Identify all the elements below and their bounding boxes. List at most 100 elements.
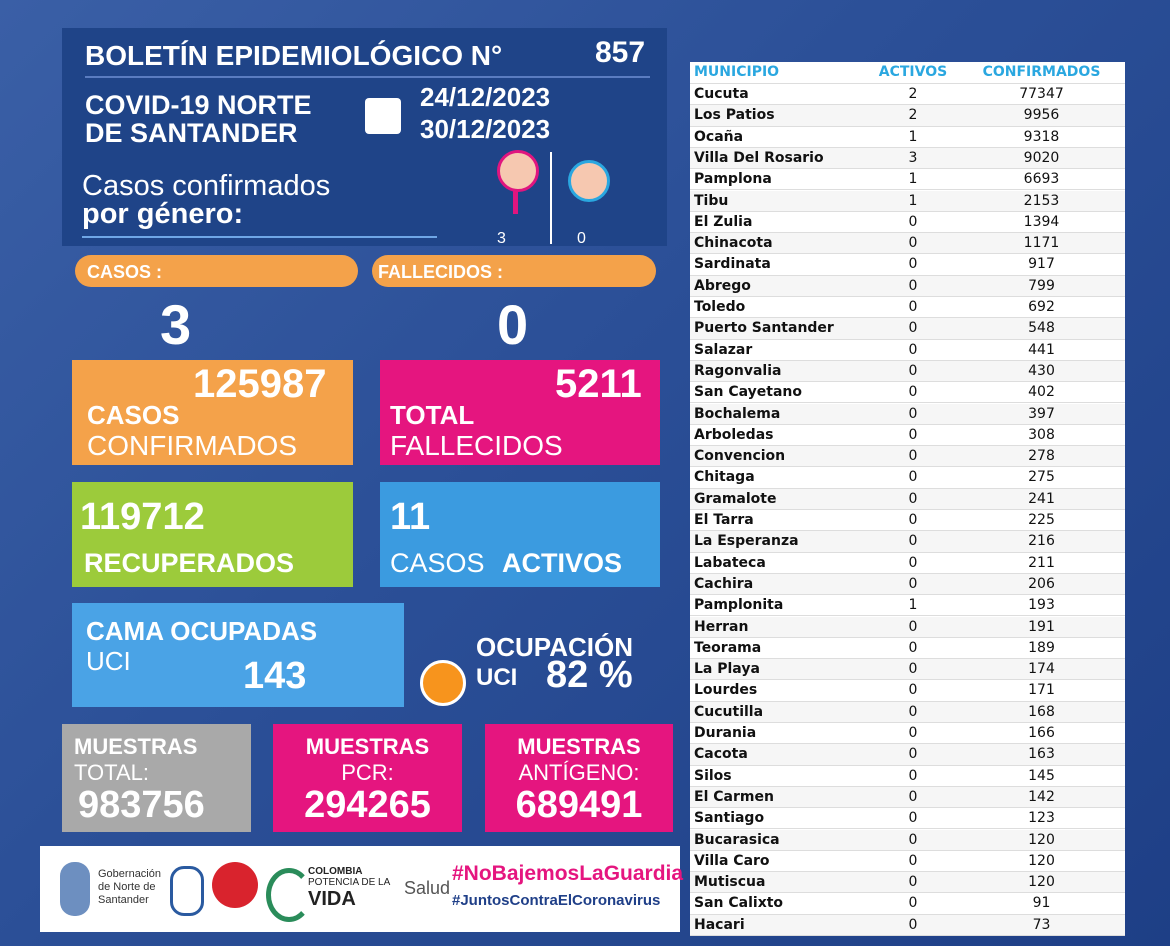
cell-number: 193 <box>1028 597 1055 614</box>
cell-municipio: Herran <box>694 618 749 635</box>
cell-municipio: Teorama <box>694 639 762 656</box>
table-row: Cucutilla 0 168 <box>690 701 1125 723</box>
separator <box>550 152 552 244</box>
card-label: CASOS <box>87 400 180 430</box>
occupancy-label: OCUPACIÓN <box>476 632 633 662</box>
cell-number: 0 <box>908 213 918 230</box>
deaths-label: FALLECIDOS : <box>378 262 503 282</box>
card-label: RECUPERADOS <box>84 548 295 578</box>
column-header: CONFIRMADOS <box>982 64 1101 80</box>
table-row: Puerto Santander 0 548 <box>690 318 1125 340</box>
cell-municipio: Salazar <box>694 341 753 358</box>
card-label: CAMA OCUPADAS <box>86 616 318 646</box>
cell-number: 0 <box>908 916 918 933</box>
table-row: La Playa 0 174 <box>690 659 1125 681</box>
cell-municipio: Arboledas <box>694 426 774 443</box>
cell-number: 123 <box>1028 810 1055 827</box>
card-label: ACTIVOS <box>502 548 623 578</box>
female-count: 3 <box>497 230 506 247</box>
cell-municipio: Cachira <box>694 575 754 592</box>
cell-number: 0 <box>908 831 918 848</box>
cell-number: 0 <box>908 469 918 486</box>
table-row: Bochalema 0 397 <box>690 403 1125 425</box>
table-row: Labateca 0 211 <box>690 553 1125 574</box>
table-row: Pamplonita 1 193 <box>690 595 1125 617</box>
cell-number: 799 <box>1028 277 1055 294</box>
cell-number: 0 <box>908 426 918 443</box>
cell-municipio: El Tarra <box>694 512 754 528</box>
cell-number: 0 <box>908 810 918 827</box>
text: VIDA <box>308 888 356 910</box>
cell-municipio: Bochalema <box>694 405 781 422</box>
cell-number: 211 <box>1028 554 1055 571</box>
table-row: Salazar 0 441 <box>690 340 1125 361</box>
table-row: Ocaña 1 9318 <box>690 127 1125 148</box>
table-row: Hacari 0 73 <box>690 914 1125 936</box>
table-row: Lourdes 0 171 <box>690 680 1125 702</box>
cases-label: CASOS : <box>87 262 163 282</box>
cases-value: 3 <box>160 293 192 356</box>
card-label: TOTAL: <box>74 760 149 785</box>
cell-municipio: Los Patios <box>694 107 775 124</box>
cell-number: 1 <box>908 192 918 209</box>
cell-number: 189 <box>1028 639 1055 656</box>
gov-logo-text: Gobernación de Norte de Santander <box>98 868 161 907</box>
cell-number: 9020 <box>1023 149 1060 166</box>
cell-number: 120 <box>1028 874 1055 891</box>
table-row: Villa Caro 0 120 <box>690 851 1125 873</box>
cell-number: 275 <box>1028 469 1055 486</box>
cell-number: 77347 <box>1019 86 1064 102</box>
card-label: FALLECIDOS <box>390 430 563 461</box>
cell-number: 0 <box>908 299 918 315</box>
table-row: Los Patios 2 9956 <box>690 105 1125 127</box>
cell-number: 0 <box>908 703 918 720</box>
cell-number: 120 <box>1028 852 1055 869</box>
deaths-value: 0 <box>497 293 529 356</box>
cell-number: 174 <box>1028 661 1055 678</box>
cell-municipio: Cucuta <box>694 86 749 102</box>
table-row: Teorama 0 189 <box>690 638 1125 660</box>
table-row: El Zulia 0 1394 <box>690 212 1125 234</box>
table-row: Toledo 0 692 <box>690 297 1125 319</box>
bulletin-number: 857 <box>595 36 646 69</box>
male-icon <box>568 160 610 202</box>
hashtag: #JuntosContraElCoronavirus <box>452 892 661 909</box>
cell-number: 0 <box>908 320 918 337</box>
cell-municipio: Toledo <box>694 299 746 315</box>
table-row: Ragonvalia 0 430 <box>690 360 1125 383</box>
table-row: Cacota 0 163 <box>690 744 1125 766</box>
cell-municipio: Labateca <box>694 554 766 571</box>
cell-number: 0 <box>908 852 918 869</box>
column-header: MUNICIPIO <box>694 64 780 80</box>
card-value: 294265 <box>304 784 431 826</box>
cell-number: 3 <box>908 149 918 166</box>
cell-municipio: Bucarasica <box>694 831 780 848</box>
text: Gobernación <box>98 868 161 880</box>
card-value: 983756 <box>78 784 205 826</box>
cell-municipio: Convencion <box>694 448 786 465</box>
cell-number: 0 <box>908 277 918 294</box>
icu-card <box>72 603 404 707</box>
cell-municipio: Durania <box>694 725 757 741</box>
table-row: San Cayetano 0 402 <box>690 382 1125 404</box>
female-icon <box>497 150 539 192</box>
pill <box>372 255 656 287</box>
table-row: Villa Del Rosario 3 9020 <box>690 147 1125 170</box>
card-label: MUESTRAS <box>305 734 430 759</box>
colombia-logo: COLOMBIA POTENCIA DE LA VIDA <box>308 866 390 910</box>
cell-number: 2153 <box>1023 192 1060 209</box>
table-row: Gramalote 0 241 <box>690 488 1125 510</box>
male-count: 0 <box>577 230 586 247</box>
card-label: MUESTRAS <box>517 734 641 759</box>
cell-number: 171 <box>1028 682 1055 699</box>
table-row: Cachira 0 206 <box>690 573 1125 596</box>
card-value: 11 <box>390 496 431 538</box>
cell-number: 430 <box>1028 362 1055 379</box>
cell-number: 0 <box>908 256 918 273</box>
cell-municipio: Sardinata <box>694 256 771 273</box>
table-row: Silos 0 145 <box>690 766 1125 787</box>
cell-number: 2 <box>908 107 918 124</box>
gender-label: por género: <box>82 198 244 230</box>
cell-number: 1 <box>908 597 918 614</box>
table-row: Bucarasica 0 120 <box>690 829 1125 851</box>
